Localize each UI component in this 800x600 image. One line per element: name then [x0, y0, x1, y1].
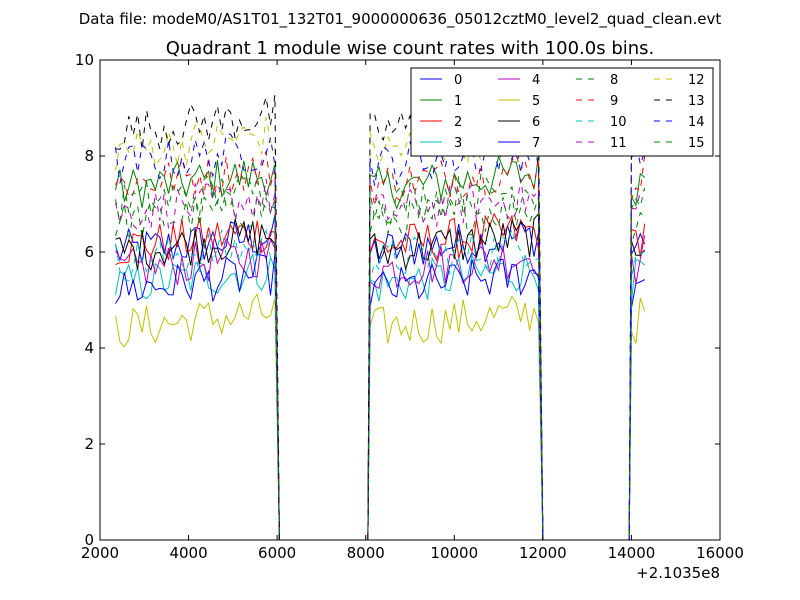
- x-tick-label: 2000: [81, 544, 119, 562]
- y-tick-label: 4: [84, 339, 94, 357]
- axes-frame: [99, 59, 721, 541]
- legend-label-7: 7: [532, 136, 540, 151]
- series-line-4: [115, 235, 646, 540]
- series-line-9: [115, 150, 646, 540]
- plot-area: 2000 4000 6000 8000 10000 12000 14000 16000 0 2 4 6…: [75, 51, 744, 562]
- legend-label-12: 12: [688, 73, 705, 88]
- x-tick-label: 10000: [430, 544, 478, 562]
- x-tick-label: 6000: [258, 544, 296, 562]
- series-line-12: [115, 117, 646, 540]
- legend-label-1: 1: [454, 94, 462, 109]
- y-tick-label: 0: [84, 531, 94, 549]
- series-line-14: [115, 132, 646, 540]
- x-axis-offset-label: +2.1035e8: [636, 564, 720, 582]
- legend-label-14: 14: [688, 115, 705, 130]
- y-tick-label: 8: [84, 147, 94, 165]
- legend-label-8: 8: [610, 73, 618, 88]
- legend-label-0: 0: [454, 73, 462, 88]
- series-line-5: [115, 292, 646, 540]
- series-line-6: [115, 212, 646, 540]
- legend-label-4: 4: [532, 73, 540, 88]
- series-line-11: [115, 178, 645, 540]
- series-lines: [115, 95, 646, 540]
- data-file-header: Data file: modeM0/AS1T01_132T01_90000006…: [79, 10, 722, 29]
- series-line-10: [115, 228, 645, 540]
- y-tick-label: 2: [84, 435, 94, 453]
- legend-label-15: 15: [688, 136, 705, 151]
- legend-box: [410, 67, 714, 157]
- legend-label-2: 2: [454, 115, 462, 130]
- series-line-3: [115, 253, 646, 540]
- legend-label-6: 6: [532, 115, 540, 130]
- series-line-15: [115, 172, 646, 540]
- x-tick-label: 8000: [347, 544, 385, 562]
- legend-label-9: 9: [610, 94, 618, 109]
- legend-label-10: 10: [610, 115, 627, 130]
- y-tick-label: 6: [84, 243, 94, 261]
- x-tick-label: 14000: [608, 544, 656, 562]
- legend-label-5: 5: [532, 94, 540, 109]
- series-line-1: [115, 155, 646, 540]
- y-tick-label: 10: [75, 51, 94, 69]
- legend-label-13: 13: [688, 94, 705, 109]
- x-tick-label: 12000: [519, 544, 567, 562]
- chart-title: Quadrant 1 module wise count rates with …: [166, 38, 655, 59]
- x-tick-label: 16000: [696, 544, 744, 562]
- series-line-7: [115, 253, 645, 540]
- legend-label-3: 3: [454, 136, 462, 151]
- legend-label-11: 11: [610, 136, 627, 151]
- x-tick-label: 4000: [169, 544, 207, 562]
